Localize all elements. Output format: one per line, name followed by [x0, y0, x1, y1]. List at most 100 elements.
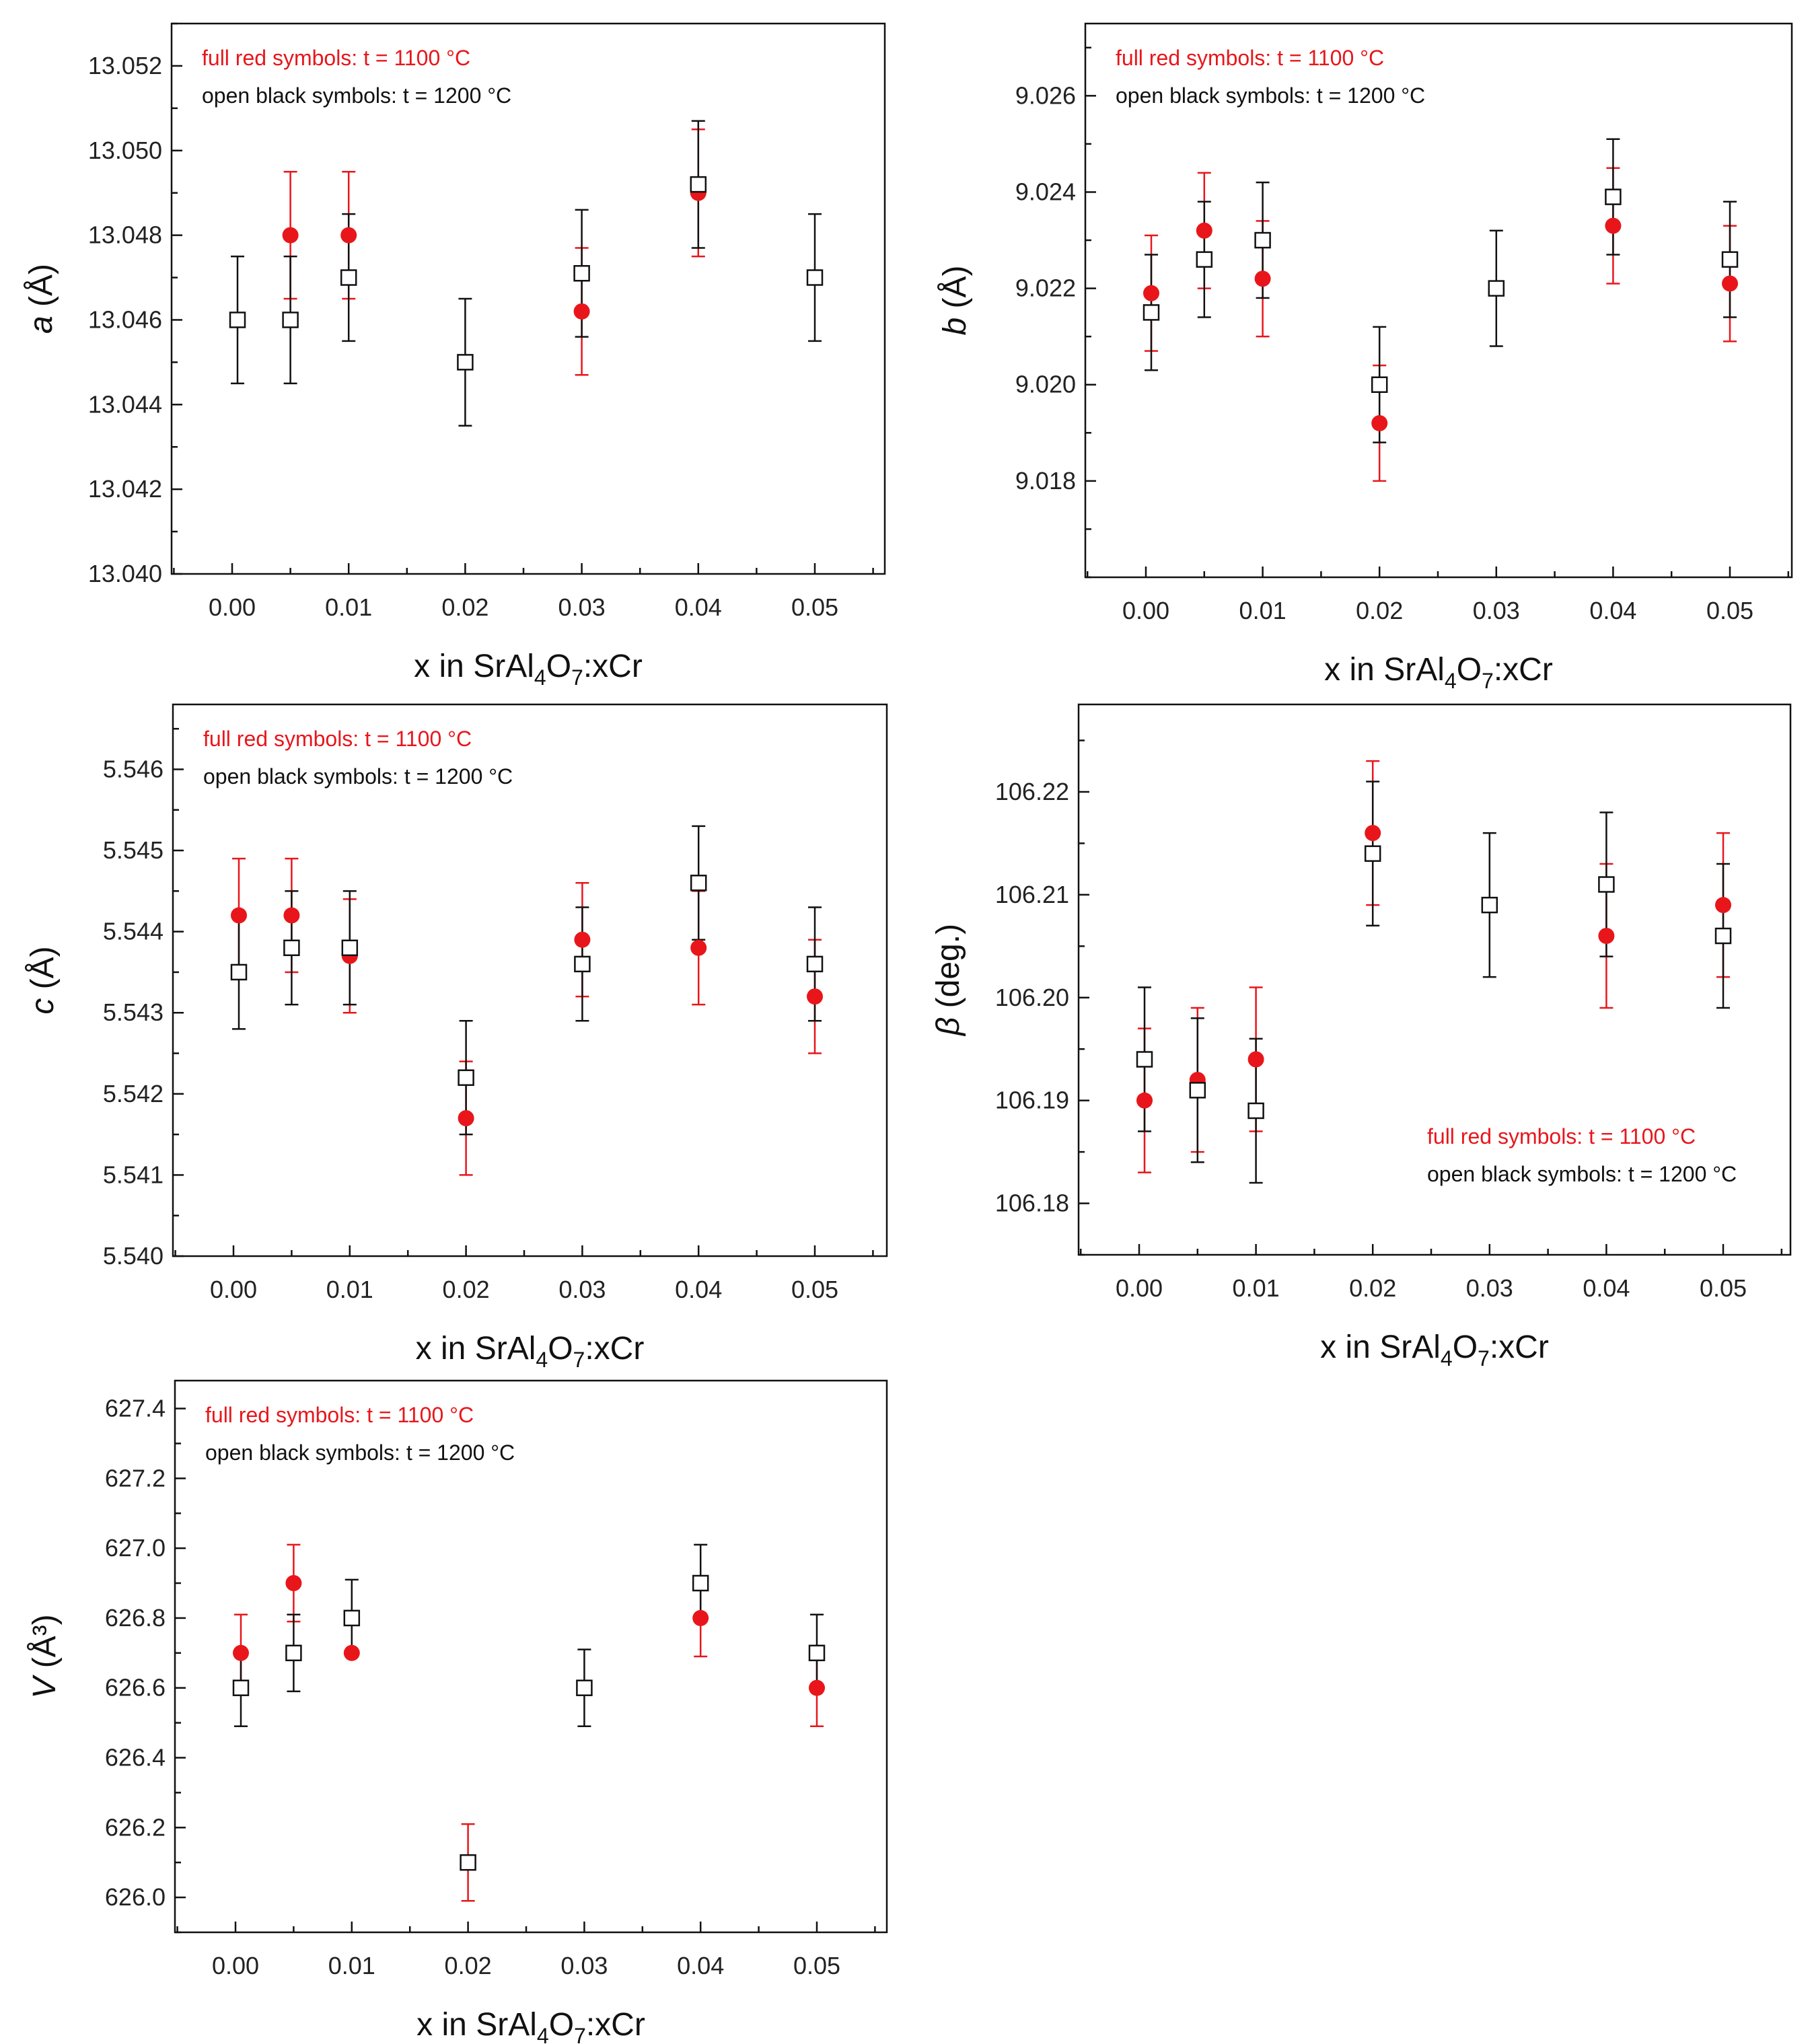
point-black-beta-3 [1364, 845, 1381, 862]
point-black-V-1 [285, 1644, 302, 1662]
point-black-c-1 [283, 939, 300, 957]
point-black-c-6 [806, 955, 824, 973]
point-black-b-0 [1143, 304, 1160, 321]
point-red-c-0 [231, 907, 247, 924]
y-tick-label-V-4: 626.8 [105, 1604, 166, 1632]
y-tick-label-b-1: 9.020 [1015, 371, 1076, 398]
point-red-a-4 [573, 303, 590, 320]
y-tick-label-beta-2: 106.20 [995, 984, 1069, 1011]
y-tick-label-b-2: 9.022 [1015, 275, 1076, 302]
x-tick-label-c-4: 0.04 [675, 1276, 722, 1303]
y-axis-title-V: V (Å³) [27, 1614, 63, 1698]
x-tick-label-beta-2: 0.02 [1349, 1274, 1396, 1302]
panel-b: 9.018 9.020 9.022 9.024 9.026 0.00 0.01 0.02 0.0… [937, 22, 1793, 693]
x-tick-label-V-1: 0.01 [328, 1952, 375, 1979]
y-tick-label-beta-0: 106.18 [995, 1190, 1069, 1217]
x-tick-label-b-2: 0.02 [1356, 597, 1403, 624]
x-axis-title-a: x in SrAl4O7:xCr [414, 649, 643, 690]
y-tick-label-c-4: 5.544 [103, 918, 164, 945]
legend-black-b: open black symbols: t = 1200 °C [1116, 83, 1425, 108]
point-black-beta-5 [1598, 876, 1615, 893]
x-axis-title-beta: x in SrAl4O7:xCr [1320, 1329, 1549, 1371]
y-axis-title-c: c (Å) [25, 946, 61, 1014]
point-black-a-6 [806, 269, 824, 286]
y-tick-label-c-5: 5.545 [103, 836, 164, 864]
y-tick-label-c-0: 5.540 [103, 1242, 164, 1270]
x-tick-label-a-0: 0.00 [209, 593, 256, 621]
x-axis-title-b: x in SrAl4O7:xCr [1324, 652, 1553, 693]
x-axis-title-c: x in SrAl4O7:xCr [416, 1331, 645, 1372]
point-black-V-6 [808, 1644, 826, 1662]
point-black-a-5 [690, 176, 707, 193]
point-red-c-3 [458, 1110, 474, 1126]
point-black-beta-2 [1247, 1102, 1264, 1120]
plot-frame-c [172, 703, 888, 1257]
point-black-V-0 [232, 1679, 250, 1696]
legend-black-a: open black symbols: t = 1200 °C [202, 83, 511, 108]
point-black-b-6 [1721, 251, 1739, 268]
y-tick-label-V-6: 627.2 [105, 1464, 166, 1492]
y-axis-title-a: a (Å) [24, 264, 59, 334]
x-tick-label-beta-3: 0.03 [1466, 1274, 1513, 1302]
point-red-beta-6 [1715, 897, 1731, 914]
point-red-V-2 [343, 1644, 360, 1661]
point-red-c-1 [283, 907, 300, 924]
point-red-beta-3 [1365, 825, 1381, 842]
x-tick-label-b-4: 0.04 [1589, 597, 1636, 624]
legend-black-V: open black symbols: t = 1200 °C [205, 1440, 515, 1465]
point-black-beta-4 [1481, 896, 1498, 914]
point-black-beta-0 [1136, 1051, 1153, 1068]
x-tick-label-c-1: 0.01 [326, 1276, 373, 1303]
y-tick-label-V-3: 626.6 [105, 1674, 166, 1702]
point-black-c-5 [690, 875, 707, 891]
point-black-b-4 [1488, 280, 1505, 297]
point-red-V-0 [233, 1644, 249, 1661]
x-tick-label-a-3: 0.03 [558, 593, 606, 621]
point-red-b-3 [1371, 414, 1388, 431]
x-tick-label-b-5: 0.05 [1706, 597, 1753, 624]
point-black-V-4 [576, 1679, 593, 1696]
panel-c: 5.540 5.541 5.542 5.543 5.544 5.545 5.546 0.00 0… [25, 703, 888, 1372]
point-red-beta-0 [1136, 1092, 1153, 1109]
y-tick-label-V-2: 626.4 [105, 1744, 166, 1772]
x-tick-label-a-1: 0.01 [325, 593, 372, 621]
y-tick-label-a-0: 13.040 [88, 560, 162, 587]
y-tick-label-beta-3: 106.21 [995, 881, 1069, 908]
y-tick-label-b-3: 9.024 [1015, 178, 1076, 205]
y-tick-label-c-6: 5.546 [103, 755, 164, 782]
point-black-c-0 [230, 963, 248, 981]
x-tick-label-V-5: 0.05 [793, 1952, 840, 1979]
panel-V: 626.0 626.2 626.4 626.6 626.8 627.0 627.2 627.4… [27, 1379, 888, 2044]
y-axis-title-b: b (Å) [937, 265, 973, 335]
x-tick-label-V-0: 0.00 [212, 1952, 259, 1979]
y-tick-label-beta-1: 106.19 [995, 1087, 1069, 1114]
legend-black-beta: open black symbols: t = 1200 °C [1427, 1162, 1737, 1186]
point-black-c-3 [458, 1069, 474, 1086]
point-red-a-1 [282, 227, 299, 244]
legend-red-V: full red symbols: t = 1100 °C [205, 1403, 474, 1427]
point-black-b-5 [1605, 188, 1622, 205]
point-red-b-5 [1605, 217, 1622, 234]
legend-red-b: full red symbols: t = 1100 °C [1116, 46, 1384, 70]
point-red-b-6 [1722, 275, 1738, 292]
x-tick-label-b-1: 0.01 [1239, 597, 1286, 624]
x-tick-label-beta-5: 0.05 [1700, 1274, 1747, 1302]
x-tick-label-b-3: 0.03 [1473, 597, 1520, 624]
y-tick-label-a-5: 13.050 [88, 137, 162, 164]
point-black-b-1 [1196, 251, 1213, 268]
y-tick-label-a-4: 13.048 [88, 221, 162, 249]
y-tick-label-b-4: 9.026 [1015, 81, 1076, 109]
y-tick-label-a-6: 13.052 [88, 52, 162, 79]
plot-frame-beta [1077, 703, 1792, 1256]
point-red-V-1 [285, 1575, 302, 1592]
x-tick-label-beta-4: 0.04 [1583, 1274, 1630, 1302]
y-tick-label-a-2: 13.044 [88, 390, 162, 418]
x-tick-label-b-0: 0.00 [1122, 597, 1169, 624]
y-tick-label-V-0: 626.0 [105, 1883, 166, 1911]
point-red-c-6 [807, 988, 823, 1005]
legend-red-beta: full red symbols: t = 1100 °C [1427, 1124, 1696, 1148]
point-red-V-5 [692, 1609, 709, 1626]
y-tick-label-a-3: 13.046 [88, 305, 162, 333]
y-tick-label-a-1: 13.042 [88, 475, 162, 503]
